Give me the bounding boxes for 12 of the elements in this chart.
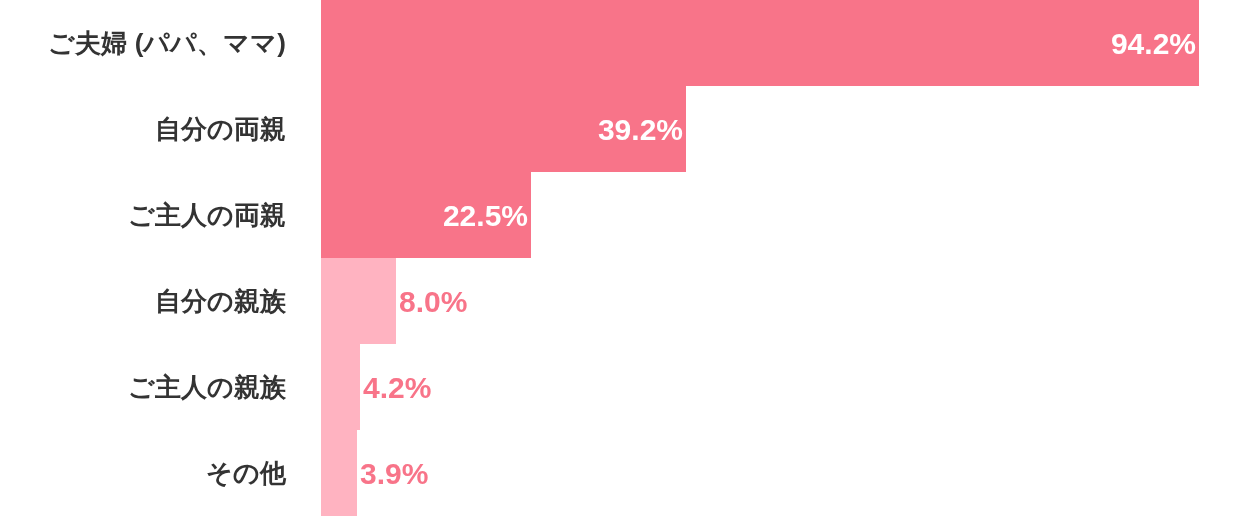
data-label: 3.9% bbox=[360, 456, 429, 490]
y-tick-label: 自分の両親 bbox=[155, 114, 286, 145]
y-tick-label: 自分の親族 bbox=[155, 286, 287, 317]
data-label: 39.2% bbox=[597, 112, 683, 146]
y-tick-label: ご主人の両親 bbox=[128, 200, 286, 231]
data-label: 22.5% bbox=[442, 198, 528, 232]
y-tick-label: その他 bbox=[206, 458, 287, 489]
y-tick-label: ご夫婦 (パパ、ママ) bbox=[48, 28, 286, 59]
data-label: 8.0% bbox=[399, 284, 468, 318]
data-label: 4.2% bbox=[363, 370, 432, 404]
y-tick-label: ご主人の親族 bbox=[128, 372, 287, 403]
data-label: 94.2% bbox=[1110, 26, 1196, 60]
